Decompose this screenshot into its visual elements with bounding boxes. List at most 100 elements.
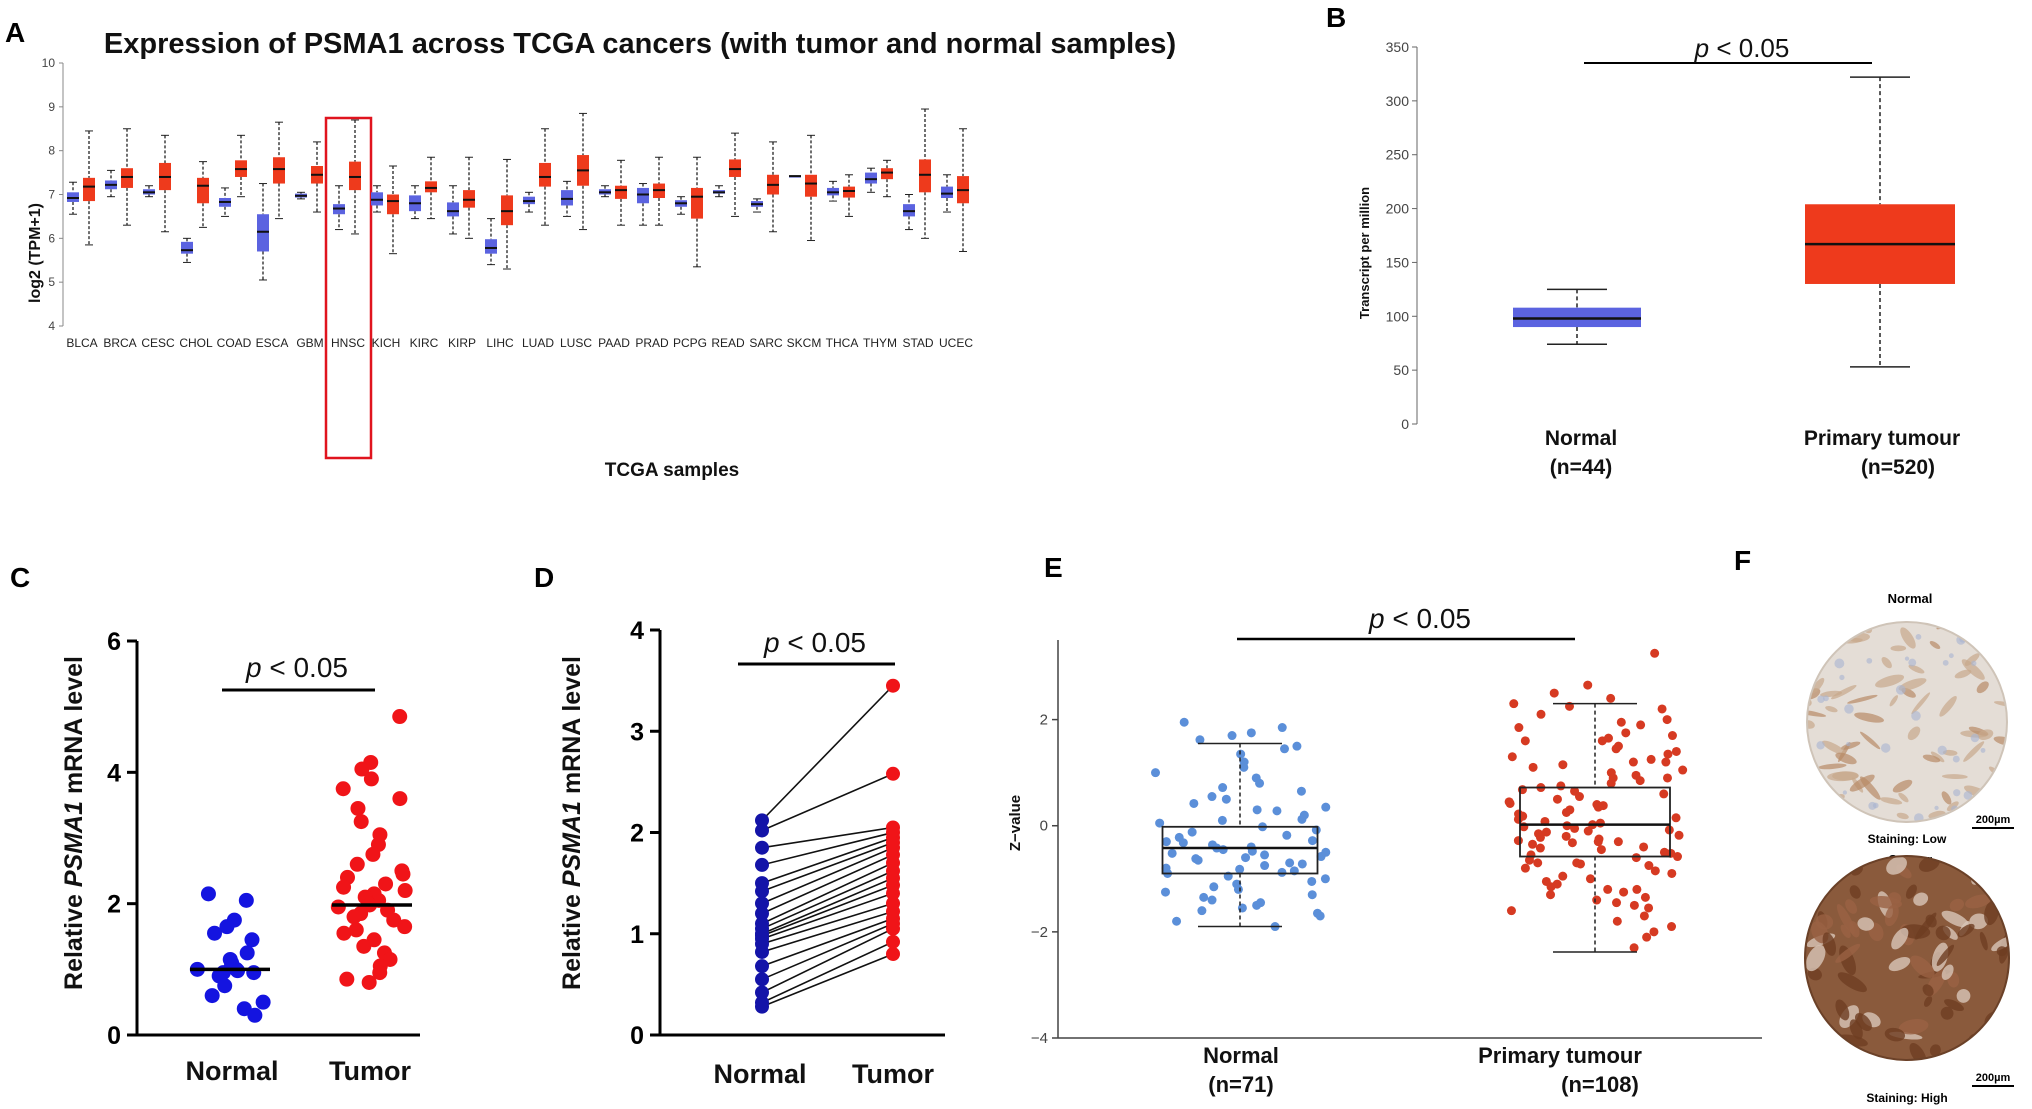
a-x-tick-label: KICH: [372, 336, 401, 350]
ihc-cancer-cluster: [1837, 972, 1867, 993]
e-box-normal: [1161, 825, 1319, 875]
e-point-normal: [1320, 874, 1330, 884]
e-point-tumour: [1644, 861, 1654, 871]
d-point-normal: [755, 823, 769, 838]
e-point-tumour: [1583, 826, 1593, 836]
b-y-tick-label: 250: [1386, 147, 1410, 163]
a-box-normal: [447, 202, 459, 217]
e-point-tumour: [1528, 839, 1538, 849]
ihc-normal-nucleus: [1880, 743, 1891, 753]
ihc-normal-nucleus: [1904, 656, 1910, 661]
c-point-tumor: [339, 971, 355, 987]
d-pair-line: [761, 831, 894, 866]
ihc-normal-fiber: [1908, 664, 1925, 674]
panel-a-plot: 4 5 6 7 8 9 10 BLCA BRCA CESC CHOL COAD ESCA GBM HNSC K…: [42, 56, 973, 460]
panel-e-xlabel-tumour: Primary tumour: [1478, 1043, 1642, 1068]
e-point-tumour: [1507, 752, 1517, 762]
e-point-tumour: [1536, 709, 1546, 719]
e-point-normal: [1321, 802, 1331, 812]
e-point-tumour: [1644, 903, 1654, 913]
e-point-normal: [1189, 798, 1199, 808]
e-point-tumour: [1574, 792, 1584, 802]
ihc-normal-fiber: [1835, 752, 1857, 765]
ihc-normal-nucleus: [1963, 790, 1973, 800]
e-point-tumour: [1639, 911, 1649, 921]
e-point-normal: [1272, 806, 1282, 816]
e-point-tumour: [1513, 836, 1523, 846]
d-y-tick-label: 2: [630, 820, 644, 848]
e-point-tumour: [1621, 728, 1631, 738]
e-point-tumour: [1657, 704, 1667, 714]
ihc-normal-nucleus: [1937, 745, 1947, 755]
ihc-normal-fiber: [1976, 681, 1989, 694]
a-x-tick-label: LUSC: [560, 336, 592, 350]
e-point-tumour: [1592, 800, 1602, 810]
a-x-tick-label: KIRP: [448, 336, 476, 350]
e-point-tumour: [1535, 843, 1545, 853]
ihc-cancer-cluster: [1940, 1006, 1954, 1020]
ihc-normal-nucleus: [1842, 790, 1848, 795]
d-point-normal: [755, 959, 769, 974]
e-point-normal: [1217, 815, 1227, 825]
e-point-tumour: [1603, 884, 1613, 894]
ihc-normal-nucleus: [1970, 733, 1980, 743]
ihc-normal-nucleus: [1934, 805, 1939, 811]
ihc-cancer-cluster: [1835, 999, 1850, 1021]
a-x-tick-label: PRAD: [635, 336, 669, 350]
ihc-cancer-image: [1805, 856, 2009, 1060]
c-point-normal: [244, 932, 260, 948]
e-point-tumour: [1640, 892, 1650, 902]
a-box-normal: [941, 186, 953, 199]
e-point-tumour: [1558, 871, 1568, 881]
a-x-tick-label: HNSC: [331, 336, 365, 350]
ihc-normal-fiber: [1811, 677, 1825, 694]
d-pair-line: [761, 846, 894, 905]
ihc-normal-fiber: [1807, 720, 1815, 729]
e-point-normal: [1297, 859, 1307, 869]
ihc-normal-nucleus: [1823, 695, 1829, 702]
d-pair-line: [761, 841, 894, 892]
ihc-normal-fiber: [1831, 685, 1857, 700]
panel-a-letter: A: [5, 17, 25, 48]
panel-b-n-normal: (n=44): [1550, 456, 1612, 479]
panel-d-ylabel: Relative PSMA1 mRNA level: [558, 656, 586, 990]
d-point-normal: [755, 857, 769, 872]
ihc-cancer-cluster: [1884, 1027, 1906, 1042]
ihc-cancer-cluster: [1891, 927, 1909, 950]
e-point-normal: [1285, 858, 1295, 868]
c-point-tumor: [330, 899, 346, 915]
e-point-tumour: [1606, 693, 1616, 703]
ihc-normal-nucleus: [1911, 711, 1921, 721]
e-point-tumour: [1612, 916, 1622, 926]
c-point-tumor: [350, 800, 366, 816]
d-pair-line: [761, 902, 894, 945]
panel-e: E −4−202 Z−value p < 0.05 Normal (n=71) …: [1007, 552, 1762, 1097]
e-point-normal: [1277, 723, 1287, 733]
a-box-tumor: [349, 161, 361, 191]
e-point-tumour: [1561, 807, 1571, 817]
a-x-tick-label: KIRC: [410, 336, 439, 350]
e-point-normal: [1195, 735, 1205, 745]
e-point-tumour: [1593, 837, 1603, 847]
e-point-normal: [1297, 814, 1307, 824]
d-pair-line: [761, 836, 894, 884]
e-point-normal: [1235, 864, 1245, 874]
ihc-normal-fiber: [1881, 657, 1892, 669]
e-point-normal: [1160, 887, 1170, 897]
e-point-tumour: [1567, 838, 1577, 848]
d-point-tumor: [886, 886, 900, 901]
ihc-cancer-scale-label: 200µm: [1976, 1072, 2011, 1084]
ihc-normal-fiber: [1847, 694, 1878, 704]
d-point-normal: [755, 999, 769, 1014]
panel-d-xlabel-tumor: Tumor: [852, 1059, 934, 1089]
ihc-normal-fiber: [1889, 695, 1898, 707]
panel-d-plot: 0 1 2 3 4: [630, 617, 945, 1050]
e-point-tumour: [1533, 858, 1543, 868]
e-point-normal: [1155, 818, 1165, 828]
d-point-tumor: [886, 678, 900, 693]
a-x-tick-label: STAD: [902, 336, 933, 350]
e-point-tumour: [1514, 723, 1524, 733]
ihc-normal-nucleus: [1817, 695, 1825, 703]
ihc-normal-fiber: [1849, 774, 1875, 792]
ihc-cancer-cluster: [1957, 923, 1975, 938]
